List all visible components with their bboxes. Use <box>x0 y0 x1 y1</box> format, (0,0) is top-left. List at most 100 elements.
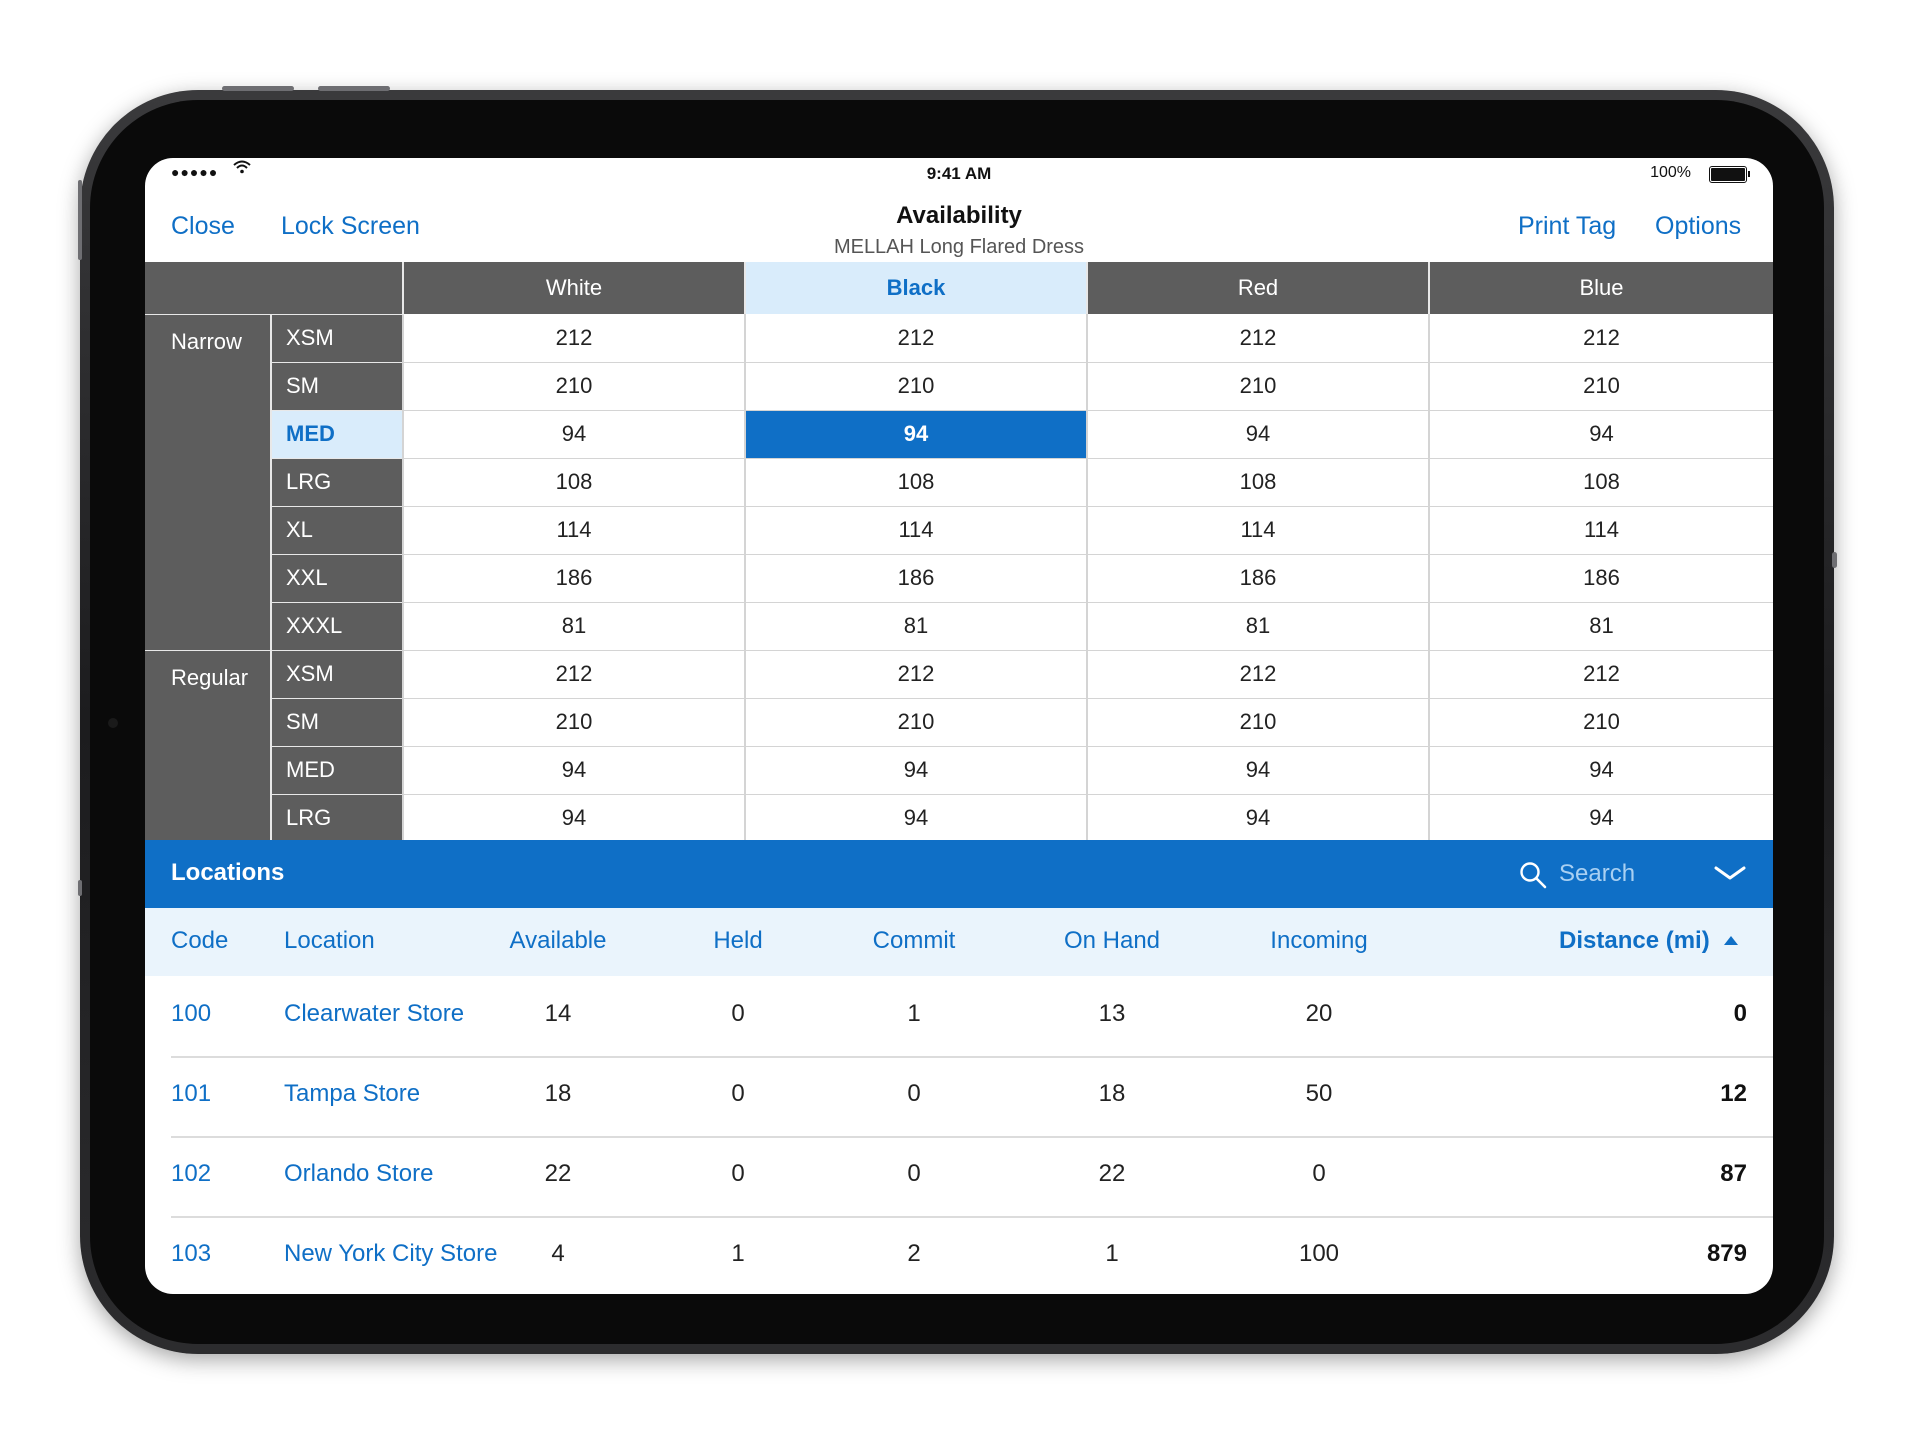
table-row[interactable]: 103 New York City Store 4 1 2 1 100 879 <box>171 1216 1773 1294</box>
availability-cell[interactable]: 210 <box>1428 362 1773 411</box>
table-row[interactable]: 101 Tampa Store 18 0 0 18 50 12 <box>171 1056 1773 1138</box>
size-label[interactable]: XXL <box>270 553 403 602</box>
cell-code[interactable]: 101 <box>171 1080 212 1107</box>
availability-cell[interactable]: 108 <box>1086 458 1429 507</box>
cell-on-hand: 18 <box>1098 1080 1126 1107</box>
search-icon[interactable] <box>1518 860 1548 890</box>
availability-cell[interactable]: 114 <box>1086 506 1429 555</box>
size-label[interactable]: XXXL <box>270 601 403 650</box>
availability-cell[interactable]: 108 <box>402 458 745 507</box>
availability-cell[interactable]: 81 <box>1428 602 1773 651</box>
availability-cell[interactable]: 114 <box>402 506 745 555</box>
matrix-row: SM 210 210 210 210 <box>145 697 1773 747</box>
table-row[interactable]: 102 Orlando Store 22 0 0 22 0 87 <box>171 1136 1773 1218</box>
availability-cell[interactable]: 186 <box>1428 554 1773 603</box>
cell-distance: 879 <box>1706 1240 1747 1267</box>
availability-cell[interactable]: 94 <box>744 794 1087 843</box>
availability-cell[interactable]: 114 <box>744 506 1087 555</box>
cell-distance: 12 <box>1720 1080 1747 1107</box>
cell-code[interactable]: 100 <box>171 1000 212 1027</box>
cell-on-hand: 13 <box>1098 1000 1126 1027</box>
availability-cell[interactable]: 81 <box>744 602 1087 651</box>
cell-location[interactable]: Clearwater Store <box>284 1000 465 1027</box>
matrix-row: SM 210 210 210 210 <box>145 361 1773 411</box>
size-label[interactable]: XL <box>270 505 403 554</box>
availability-cell[interactable]: 108 <box>744 458 1087 507</box>
availability-cell[interactable]: 212 <box>1428 650 1773 699</box>
availability-cell[interactable]: 186 <box>402 554 745 603</box>
column-header-available[interactable]: Available <box>509 927 607 954</box>
availability-cell[interactable]: 212 <box>402 650 745 699</box>
cell-code[interactable]: 102 <box>171 1160 212 1187</box>
availability-cell[interactable]: 94 <box>1428 746 1773 795</box>
availability-cell[interactable]: 212 <box>402 314 745 363</box>
availability-cell[interactable]: 94 <box>1428 410 1773 459</box>
color-header-black[interactable]: Black <box>744 262 1087 314</box>
availability-cell[interactable]: 210 <box>744 362 1087 411</box>
cell-on-hand: 22 <box>1098 1160 1126 1187</box>
size-label[interactable]: SM <box>270 361 403 410</box>
matrix-row: MED 94 94 94 94 <box>145 409 1773 459</box>
column-header-code[interactable]: Code <box>171 927 229 954</box>
availability-cell[interactable]: 212 <box>1428 314 1773 363</box>
color-header-blue[interactable]: Blue <box>1428 262 1773 314</box>
availability-cell[interactable]: 81 <box>1086 602 1429 651</box>
size-label[interactable]: LRG <box>270 793 403 842</box>
availability-cell[interactable]: 210 <box>1086 362 1429 411</box>
color-header-white[interactable]: White <box>402 262 745 314</box>
cell-location[interactable]: New York City Store <box>284 1240 498 1267</box>
availability-cell[interactable]: 186 <box>744 554 1087 603</box>
cell-location[interactable]: Orlando Store <box>284 1160 434 1187</box>
availability-cell[interactable]: 108 <box>1428 458 1773 507</box>
column-header-distance[interactable]: Distance (mi) <box>1559 927 1738 955</box>
availability-cell[interactable]: 212 <box>744 650 1087 699</box>
availability-cell[interactable]: 210 <box>1086 698 1429 747</box>
column-header-incoming[interactable]: Incoming <box>1270 927 1368 954</box>
availability-cell[interactable]: 81 <box>402 602 745 651</box>
options-button[interactable]: Options <box>1655 212 1742 240</box>
column-header-on-hand[interactable]: On Hand <box>1063 927 1161 954</box>
column-header-held[interactable]: Held <box>713 927 763 954</box>
battery-percent: 100% <box>1650 164 1691 181</box>
availability-cell[interactable]: 114 <box>1428 506 1773 555</box>
availability-cell[interactable]: 94 <box>402 746 745 795</box>
column-header-commit[interactable]: Commit <box>872 927 956 954</box>
availability-cell[interactable]: 210 <box>402 362 745 411</box>
size-label[interactable]: MED <box>270 409 403 458</box>
size-label[interactable]: XSM <box>270 649 403 698</box>
availability-cell[interactable]: 186 <box>1086 554 1429 603</box>
size-label[interactable]: LRG <box>270 457 403 506</box>
availability-cell[interactable]: 210 <box>744 698 1087 747</box>
availability-cell[interactable]: 210 <box>1428 698 1773 747</box>
availability-cell[interactable]: 212 <box>1086 650 1429 699</box>
cell-code[interactable]: 103 <box>171 1240 212 1267</box>
search-input[interactable] <box>1557 856 1671 892</box>
color-header-red[interactable]: Red <box>1086 262 1429 314</box>
column-header-location[interactable]: Location <box>284 927 375 954</box>
availability-cell[interactable]: 94 <box>1428 794 1773 843</box>
availability-cell[interactable]: 94 <box>402 794 745 843</box>
close-button[interactable]: Close <box>171 212 235 240</box>
size-label[interactable]: XSM <box>270 313 403 362</box>
availability-cell[interactable]: 94 <box>1086 794 1429 843</box>
availability-matrix: White Black Red Blue Narrow XSM 212 212 212 212 SM… <box>145 262 1773 843</box>
size-label[interactable]: SM <box>270 697 403 746</box>
table-row[interactable]: 100 Clearwater Store 14 0 1 13 20 0 <box>171 976 1773 1058</box>
availability-cell[interactable]: 94 <box>1086 410 1429 459</box>
availability-cell[interactable]: 94 <box>744 410 1087 459</box>
status-time: 9:41 AM <box>926 164 992 183</box>
availability-cell[interactable]: 212 <box>744 314 1087 363</box>
availability-cell[interactable]: 94 <box>402 410 745 459</box>
volume-up-button-hardware <box>222 86 294 91</box>
cell-location[interactable]: Tampa Store <box>284 1080 421 1107</box>
availability-cell[interactable]: 212 <box>1086 314 1429 363</box>
lock-screen-button[interactable]: Lock Screen <box>281 212 420 240</box>
print-tag-button[interactable]: Print Tag <box>1518 212 1617 240</box>
cell-held: 0 <box>731 1160 745 1187</box>
availability-cell[interactable]: 94 <box>1086 746 1429 795</box>
availability-cell[interactable]: 94 <box>744 746 1087 795</box>
size-label[interactable]: MED <box>270 745 403 794</box>
matrix-row: XL 114 114 114 114 <box>145 505 1773 555</box>
availability-cell[interactable]: 210 <box>402 698 745 747</box>
chevron-down-icon[interactable] <box>1713 862 1747 884</box>
